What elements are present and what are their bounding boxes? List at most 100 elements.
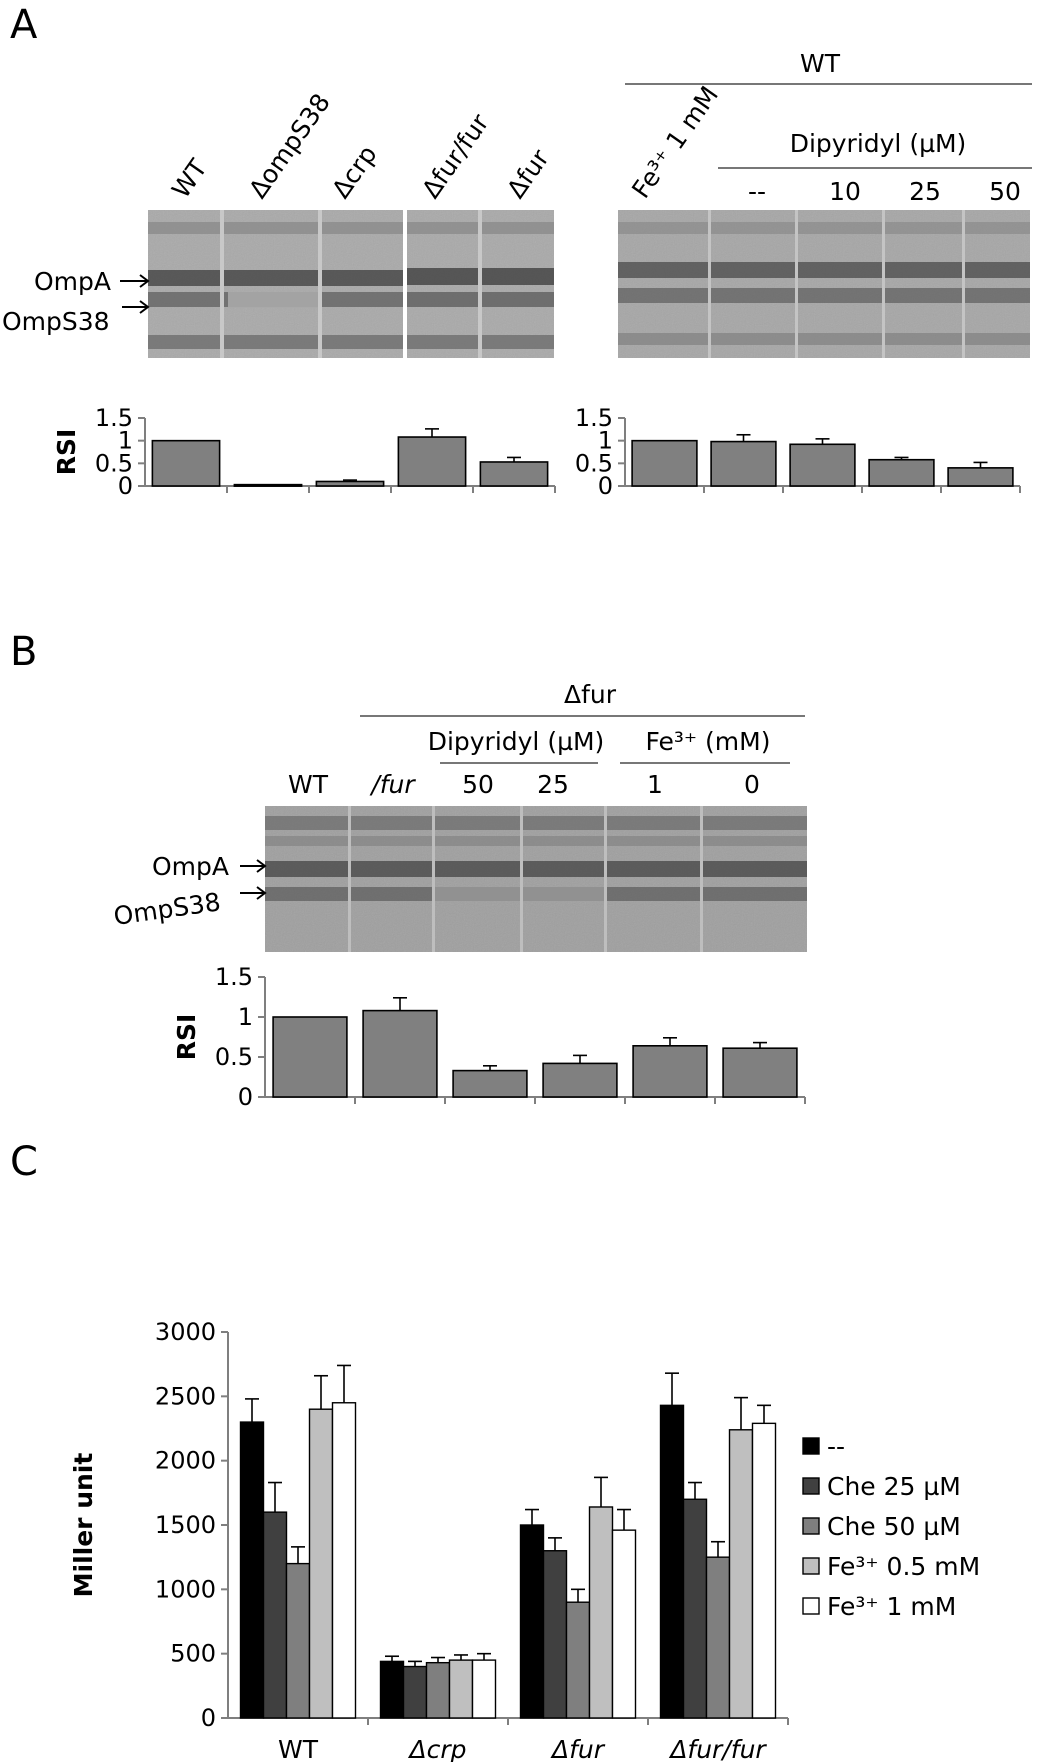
band-arrows-b — [240, 859, 267, 900]
dipyridyl-header-a: Dipyridyl (µM) — [790, 129, 967, 158]
c-x-tick-label: WT — [278, 1735, 319, 1762]
bar — [233, 483, 303, 487]
bar — [705, 1556, 731, 1719]
dip-lane-a-2: 25 — [909, 177, 941, 206]
chart-c: 0 500 1000 1500 2000 2500 3000 WT Δcrp Δfur Δfur/f… — [69, 1318, 980, 1762]
bar — [710, 440, 777, 487]
y-tick-label: 0 — [598, 472, 613, 500]
legend-swatch — [802, 1517, 820, 1535]
c-y-tick-label: 3000 — [155, 1318, 216, 1346]
y-tick-label: 0 — [238, 1083, 253, 1111]
legend-label: Che 25 µM — [827, 1472, 961, 1501]
panel-b-header-fur: Δfur — [564, 680, 617, 709]
lane-label-ompS38: ΔompS38 — [243, 88, 336, 203]
legend-swatch — [802, 1597, 820, 1615]
c-y-tick-label: 1500 — [155, 1511, 216, 1539]
band-arrows-a — [120, 274, 150, 314]
right-header-wt: WT — [800, 49, 841, 78]
c-x-tick-label: Δfur/fur — [668, 1735, 767, 1762]
panel-b-lane-1: /fur — [369, 770, 416, 799]
lane-label-fe-1mm: Fe³⁺ 1 mM — [626, 81, 724, 204]
bar — [632, 1045, 708, 1098]
panel-b-fe-header: Fe³⁺ (mM) — [646, 727, 771, 756]
panel-b-gel — [265, 806, 807, 952]
chart-a-right: 00.511.5 — [575, 404, 1021, 500]
panel-b-band-label-ompa: OmpA — [152, 852, 229, 881]
bar — [722, 1047, 798, 1098]
bar — [425, 1661, 451, 1719]
bar — [239, 1421, 265, 1719]
y-tick-label: 0.5 — [95, 449, 133, 477]
y-tick-label: 1 — [238, 1003, 253, 1031]
panel-a-middle-gel — [407, 210, 554, 358]
c-y-tick-label: 1000 — [155, 1575, 216, 1603]
bar — [542, 1062, 618, 1098]
bar — [728, 1429, 754, 1719]
y-tick-label: 0 — [118, 472, 133, 500]
bar — [471, 1659, 497, 1719]
panel-a-left-gel — [148, 210, 403, 358]
bar — [379, 1660, 405, 1719]
bar — [868, 458, 935, 487]
panel-b-lane-5: 0 — [744, 770, 760, 799]
y-tick-label: 0.5 — [215, 1043, 253, 1071]
panel-b-lane-3: 25 — [537, 770, 569, 799]
lane-label-fur: Δfur — [501, 144, 555, 204]
bar — [402, 1665, 428, 1719]
bar — [315, 480, 385, 487]
bar — [659, 1404, 685, 1719]
chart-b: 0 0.5 1 1.5 RSI — [172, 963, 806, 1111]
legend-swatch — [802, 1477, 820, 1495]
panel-a-right-gel — [618, 210, 1030, 358]
lane-label-crp: Δcrp — [326, 140, 382, 203]
c-x-tick-label: Δcrp — [408, 1735, 467, 1762]
lane-label-wt: WT — [166, 153, 213, 203]
legend-swatch — [802, 1557, 820, 1575]
bar — [947, 467, 1014, 487]
dip-lane-a-1: 10 — [829, 177, 861, 206]
bar — [285, 1562, 311, 1719]
y-tick-label: 1 — [598, 427, 613, 455]
y-tick-label: 1.5 — [215, 963, 253, 991]
bar — [479, 461, 549, 487]
bar — [751, 1422, 777, 1719]
legend-label: Fe³⁺ 1 mM — [827, 1592, 956, 1621]
dip-lane-a-3: 50 — [989, 177, 1021, 206]
legend-label: -- — [827, 1432, 845, 1461]
band-label-ompa: OmpA — [34, 267, 111, 296]
panel-b-band-label-ompS38: OmpS38 — [112, 887, 223, 931]
y-tick-label: 1.5 — [575, 404, 613, 432]
band-label-ompS38: OmpS38 — [2, 307, 110, 336]
bar — [331, 1402, 357, 1719]
y-tick-label: 1.5 — [95, 404, 133, 432]
dip-lane-a-0: -- — [748, 177, 766, 206]
bar — [448, 1659, 474, 1719]
bar — [565, 1601, 591, 1719]
legend-label: Fe³⁺ 0.5 mM — [827, 1552, 980, 1581]
c-x-tick-label: Δfur — [550, 1735, 606, 1762]
panel-b-lane-0: WT — [288, 770, 329, 799]
y-axis-title: RSI — [52, 429, 81, 476]
bar — [308, 1408, 334, 1719]
bar — [789, 443, 856, 487]
bar — [452, 1069, 528, 1098]
bar — [631, 439, 698, 487]
bar — [588, 1506, 614, 1719]
legend-label: Che 50 µM — [827, 1512, 961, 1541]
bar — [362, 1009, 438, 1098]
c-y-tick-label: 2000 — [155, 1447, 216, 1475]
bar — [272, 1016, 348, 1098]
panel-letter-b: B — [10, 629, 37, 675]
c-y-tick-label: 2500 — [155, 1382, 216, 1410]
bar — [682, 1498, 708, 1719]
legend-swatch — [802, 1437, 820, 1455]
c-y-tick-label: 500 — [170, 1640, 216, 1668]
bar — [397, 436, 467, 487]
panel-b-dipyridyl-header: Dipyridyl (µM) — [428, 727, 605, 756]
y-tick-label: 0.5 — [575, 449, 613, 477]
bar — [151, 439, 221, 487]
panel-b-lane-2: 50 — [462, 770, 494, 799]
c-y-axis-title: Miller unit — [69, 1453, 98, 1598]
bar — [519, 1524, 545, 1719]
